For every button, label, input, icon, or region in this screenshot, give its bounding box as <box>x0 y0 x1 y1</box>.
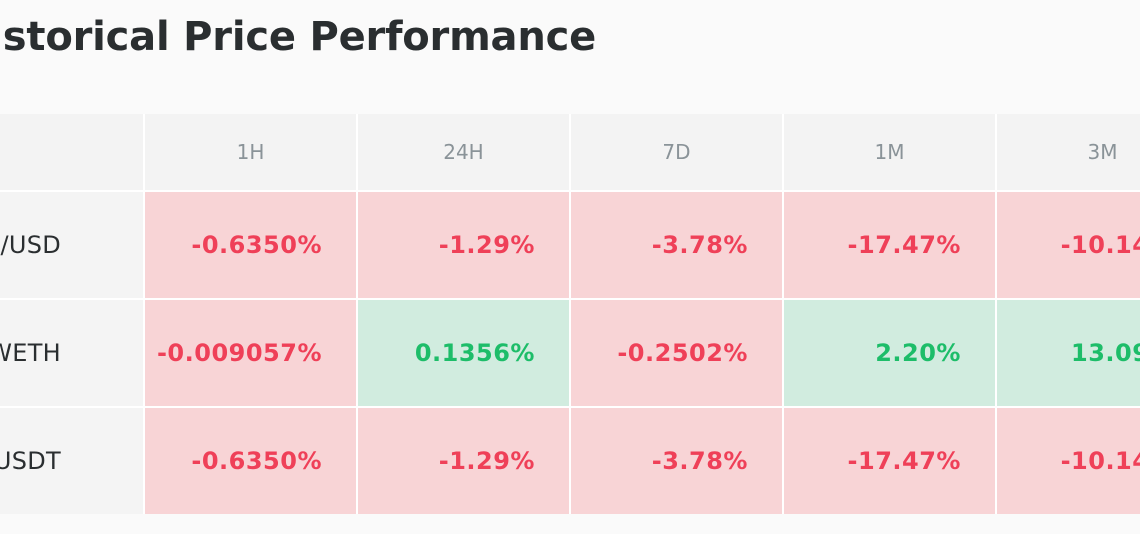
change-cell-1m: 2.20% <box>782 299 997 408</box>
change-cell-3m: 13.09% <box>995 299 1140 408</box>
table-row[interactable]: ETH/USDT-0.6350%-1.29%-3.78%-17.47%-10.1… <box>0 407 1140 516</box>
change-cell-1h: -0.6350% <box>144 191 358 300</box>
table-header-row: 1H 24H 7D 1M 3M <box>0 114 1140 192</box>
pair-label[interactable]: ETH/USDT <box>0 407 146 516</box>
page-title: Historical Price Performance <box>0 14 597 60</box>
change-cell-1m: -17.47% <box>782 407 997 516</box>
pair-label[interactable]: ETH/USD <box>0 191 146 300</box>
change-cell-24h: -1.29% <box>357 407 571 516</box>
pair-column-header <box>0 114 146 192</box>
table-row[interactable]: ETH/WETH-0.009057%0.1356%-0.2502%2.20%13… <box>0 299 1140 408</box>
column-header-24h: 24H <box>357 114 571 192</box>
column-header-3m: 3M <box>995 114 1140 192</box>
column-header-7d: 7D <box>569 114 784 192</box>
change-cell-3m: -10.14% <box>995 191 1140 300</box>
table-row[interactable]: ETH/USD-0.6350%-1.29%-3.78%-17.47%-10.14… <box>0 191 1140 300</box>
change-cell-1m: -17.47% <box>782 191 997 300</box>
change-cell-24h: -1.29% <box>357 191 571 300</box>
column-header-1h: 1H <box>144 114 358 192</box>
column-header-1m: 1M <box>782 114 997 192</box>
pair-label[interactable]: ETH/WETH <box>0 299 146 408</box>
change-cell-3m: -10.14% <box>995 407 1140 516</box>
change-cell-24h: 0.1356% <box>357 299 571 408</box>
price-performance-table: 1H 24H 7D 1M 3M ETH/USD-0.6350%-1.29%-3.… <box>0 114 1140 516</box>
change-cell-7d: -3.78% <box>569 191 784 300</box>
change-cell-7d: -0.2502% <box>569 299 784 408</box>
page-bottom-spacer <box>0 514 1140 534</box>
change-cell-1h: -0.009057% <box>144 299 358 408</box>
change-cell-7d: -3.78% <box>569 407 784 516</box>
change-cell-1h: -0.6350% <box>144 407 358 516</box>
